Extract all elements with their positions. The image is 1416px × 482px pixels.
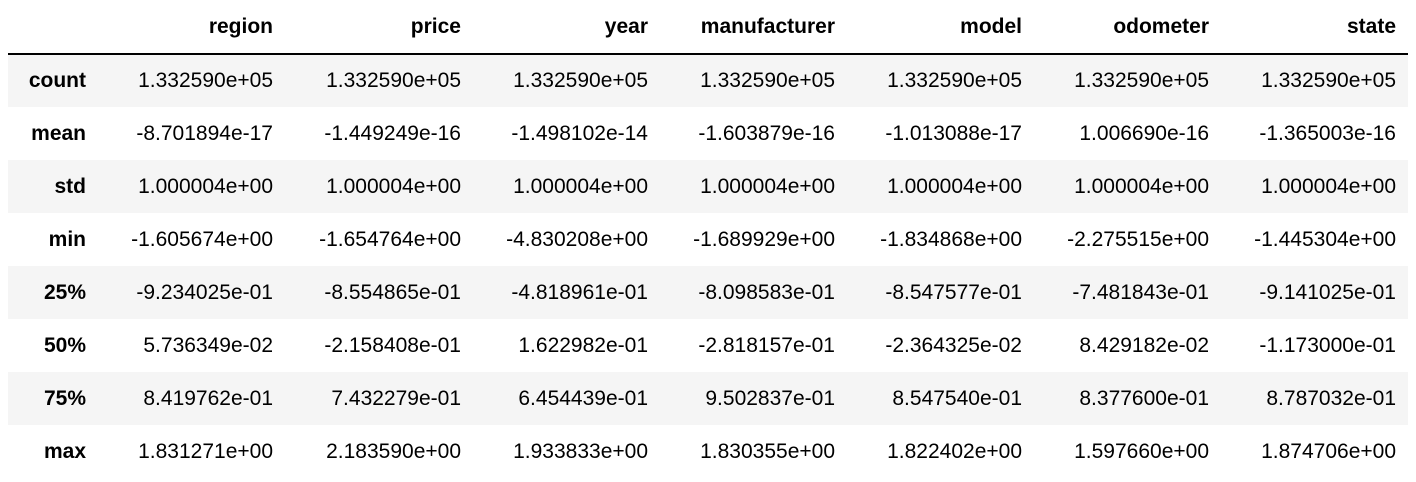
table-cell: -1.449249e-16 xyxy=(324,121,461,145)
column-header-region: region xyxy=(98,0,285,55)
table-cell: -9.141025e-01 xyxy=(1259,280,1396,304)
table-cell: -1.013088e-17 xyxy=(885,121,1022,145)
table-cell: -4.830208e+00 xyxy=(506,227,648,251)
table-cell: -2.818157e-01 xyxy=(698,333,835,357)
table-cell: 1.000004e+00 xyxy=(1261,174,1396,198)
table-cell: 1.332590e+05 xyxy=(1074,69,1209,92)
table-cell: 1.831271e+00 xyxy=(138,439,273,463)
table-cell: 1.000004e+00 xyxy=(887,174,1022,198)
table-cell: 1.332590e+05 xyxy=(326,69,461,92)
column-header-price: price xyxy=(285,0,473,55)
row-label: 50% xyxy=(43,333,86,357)
row-label: count xyxy=(28,69,86,92)
table-cell: 1.830355e+00 xyxy=(700,439,835,463)
table-cell: 9.502837e-01 xyxy=(705,386,835,410)
table-cell: 1.000004e+00 xyxy=(1074,174,1209,198)
row-label: max xyxy=(43,439,86,463)
row-label: min xyxy=(48,227,86,251)
table-row-25pct: 25% -9.234025e-01 -8.554865e-01 -4.81896… xyxy=(8,266,1408,319)
table-cell: 1.332590e+05 xyxy=(700,69,835,92)
table-cell: -1.689929e+00 xyxy=(693,227,835,251)
table-cell: -1.834868e+00 xyxy=(880,227,1022,251)
table-cell: 1.000004e+00 xyxy=(700,174,835,198)
column-header-odometer: odometer xyxy=(1034,0,1221,55)
table-cell: 6.454439e-01 xyxy=(518,386,648,410)
table-cell: 1.933833e+00 xyxy=(513,439,648,463)
table-cell: -1.498102e-14 xyxy=(511,121,648,145)
table-cell: 1.332590e+05 xyxy=(1261,69,1396,92)
table-cell: -4.818961e-01 xyxy=(511,280,648,304)
table-cell: -1.445304e+00 xyxy=(1254,227,1396,251)
table-cell: 1.000004e+00 xyxy=(326,174,461,198)
row-label: std xyxy=(54,174,87,198)
column-header-manufacturer: manufacturer xyxy=(660,0,847,55)
table-cell: 1.332590e+05 xyxy=(513,69,648,92)
table-cell: -1.173000e-01 xyxy=(1259,333,1396,357)
table-cell: -8.701894e-17 xyxy=(136,121,273,145)
table-cell: 1.874706e+00 xyxy=(1261,439,1396,463)
table-cell: 1.000004e+00 xyxy=(513,174,648,198)
table-row-50pct: 50% 5.736349e-02 -2.158408e-01 1.622982e… xyxy=(8,319,1408,372)
describe-dataframe-table: region price year manufacturer model odo… xyxy=(8,0,1408,478)
table-cell: 1.332590e+05 xyxy=(138,69,273,92)
column-header-model: model xyxy=(847,0,1034,55)
table-body: count 1.332590e+05 1.332590e+05 1.332590… xyxy=(8,54,1408,478)
table-cell: 8.377600e-01 xyxy=(1079,386,1209,410)
table-cell: 1.597660e+00 xyxy=(1074,439,1209,463)
table-cell: -1.605674e+00 xyxy=(131,227,273,251)
table-cell: -2.364325e-02 xyxy=(885,333,1022,357)
table-cell: 8.547540e-01 xyxy=(892,386,1022,410)
table-header: region price year manufacturer model odo… xyxy=(8,0,1408,55)
table-cell: -2.275515e+00 xyxy=(1067,227,1209,251)
column-header-state: state xyxy=(1221,0,1408,55)
table-cell: 1.332590e+05 xyxy=(887,69,1022,92)
table-cell: -8.554865e-01 xyxy=(324,280,461,304)
table-cell: -7.481843e-01 xyxy=(1072,280,1209,304)
table-cell: -2.158408e-01 xyxy=(324,333,461,357)
table-row-75pct: 75% 8.419762e-01 7.432279e-01 6.454439e-… xyxy=(8,372,1408,425)
table-cell: 8.419762e-01 xyxy=(143,386,273,410)
table-cell: 5.736349e-02 xyxy=(143,333,273,357)
header-row: region price year manufacturer model odo… xyxy=(8,0,1408,55)
table-row-min: min -1.605674e+00 -1.654764e+00 -4.83020… xyxy=(8,213,1408,266)
column-header-year: year xyxy=(473,0,660,55)
table-cell: 1.822402e+00 xyxy=(887,439,1022,463)
table-cell: 1.006690e-16 xyxy=(1079,121,1209,145)
table-cell: 8.787032e-01 xyxy=(1266,386,1396,410)
table-row-std: std 1.000004e+00 1.000004e+00 1.000004e+… xyxy=(8,160,1408,213)
table-cell: -1.365003e-16 xyxy=(1259,121,1396,145)
table-cell: -1.603879e-16 xyxy=(698,121,835,145)
header-index-cell xyxy=(8,0,98,55)
table-cell: -9.234025e-01 xyxy=(136,280,273,304)
table-cell: 2.183590e+00 xyxy=(326,439,461,463)
row-label: 75% xyxy=(43,386,86,410)
table-cell: 1.622982e-01 xyxy=(518,333,648,357)
table-row-mean: mean -8.701894e-17 -1.449249e-16 -1.4981… xyxy=(8,107,1408,160)
table-cell: -8.547577e-01 xyxy=(885,280,1022,304)
table-cell: 8.429182e-02 xyxy=(1079,333,1209,357)
row-label: 25% xyxy=(43,280,86,304)
table-row-max: max 1.831271e+00 2.183590e+00 1.933833e+… xyxy=(8,425,1408,478)
table-cell: -1.654764e+00 xyxy=(319,227,461,251)
table-cell: 7.432279e-01 xyxy=(331,386,461,410)
table-cell: 1.000004e+00 xyxy=(138,174,273,198)
table-cell: -8.098583e-01 xyxy=(698,280,835,304)
table-row-count: count 1.332590e+05 1.332590e+05 1.332590… xyxy=(8,54,1408,107)
row-label: mean xyxy=(31,121,86,145)
